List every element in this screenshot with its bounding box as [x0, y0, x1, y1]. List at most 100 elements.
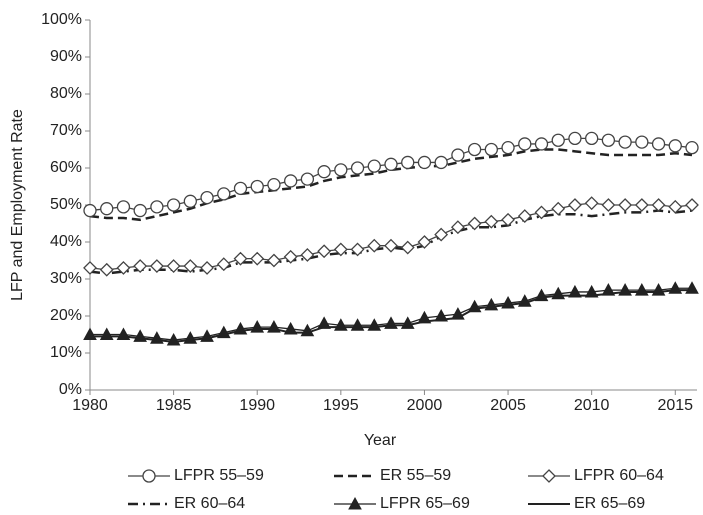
x-tick-label: 2010: [574, 397, 610, 414]
marker: [685, 140, 699, 155]
marker: [217, 187, 231, 201]
marker: [83, 260, 97, 275]
series-line: [89, 148, 693, 222]
marker: [434, 227, 449, 242]
marker: [400, 316, 415, 329]
marker: [250, 251, 265, 266]
marker: [333, 242, 348, 257]
marker: [333, 318, 348, 331]
marker: [384, 238, 398, 253]
legend-marker: [542, 469, 556, 483]
marker: [350, 161, 365, 175]
x-tick-label: 2000: [407, 397, 443, 414]
marker: [367, 318, 382, 331]
x-tick-label: 1980: [72, 397, 108, 414]
marker: [400, 240, 415, 255]
marker: [451, 148, 465, 162]
marker: [484, 214, 499, 229]
marker: [200, 329, 214, 342]
marker: [384, 157, 398, 171]
marker: [116, 200, 131, 214]
series-line: [90, 287, 692, 341]
legend-marker: [348, 496, 362, 510]
marker: [517, 294, 532, 307]
marker: [417, 155, 432, 170]
marker: [267, 320, 281, 333]
marker: [434, 308, 449, 322]
marker: [618, 283, 632, 296]
marker: [367, 238, 382, 253]
marker: [534, 288, 549, 302]
y-tick-label: 100%: [41, 11, 82, 28]
y-axis-label: LFP and Employment Rate: [9, 109, 26, 301]
marker: [451, 307, 465, 320]
marker: [651, 198, 666, 212]
marker: [166, 333, 181, 346]
marker: [551, 201, 566, 216]
marker: [534, 205, 549, 220]
marker: [484, 297, 499, 311]
marker: [601, 283, 616, 296]
y-tick-label: 30%: [50, 270, 82, 287]
marker: [467, 216, 482, 231]
marker: [166, 259, 181, 273]
marker: [216, 325, 231, 339]
legend-label: LFPR 55–59: [174, 467, 264, 484]
marker: [300, 323, 315, 337]
marker: [417, 235, 432, 249]
marker: [83, 203, 97, 218]
marker: [100, 202, 114, 216]
marker: [334, 163, 348, 177]
marker: [668, 199, 683, 214]
marker: [283, 321, 298, 335]
marker: [635, 135, 649, 149]
marker: [450, 220, 465, 235]
marker: [517, 209, 532, 224]
marker: [267, 177, 281, 192]
y-tick-label: 60%: [50, 159, 82, 176]
marker: [384, 316, 398, 329]
marker: [685, 198, 699, 212]
marker: [300, 248, 315, 262]
marker: [200, 260, 214, 275]
legend-label: ER 65–69: [574, 495, 645, 512]
x-tick-label: 2005: [490, 397, 526, 414]
series-line: [89, 209, 693, 275]
y-tick-label: 0%: [59, 381, 82, 398]
marker: [668, 281, 683, 294]
marker: [585, 131, 599, 146]
marker: [467, 142, 482, 157]
marker: [417, 310, 432, 324]
marker: [501, 212, 515, 227]
marker: [149, 259, 164, 273]
marker: [584, 284, 599, 298]
legend-label: LFPR 65–69: [380, 495, 470, 512]
marker: [200, 190, 214, 205]
marker: [150, 331, 164, 344]
marker: [116, 260, 131, 275]
marker: [367, 159, 381, 173]
legend-label: ER 60–64: [174, 495, 245, 512]
marker: [501, 140, 515, 155]
marker: [568, 198, 582, 212]
marker: [584, 196, 599, 211]
marker: [501, 296, 515, 309]
marker: [551, 286, 566, 300]
marker: [183, 259, 198, 273]
y-tick-label: 40%: [50, 233, 82, 250]
marker: [83, 327, 97, 340]
marker: [166, 198, 181, 212]
marker: [401, 155, 415, 170]
marker: [668, 139, 682, 153]
legend-label: ER 55–59: [380, 467, 451, 484]
y-tick-label: 10%: [50, 344, 82, 361]
marker: [317, 244, 332, 259]
marker: [634, 198, 649, 212]
marker: [283, 249, 298, 264]
marker: [183, 194, 197, 208]
marker: [651, 283, 666, 296]
y-tick-label: 20%: [50, 307, 82, 324]
marker: [551, 133, 565, 147]
marker: [568, 131, 582, 146]
